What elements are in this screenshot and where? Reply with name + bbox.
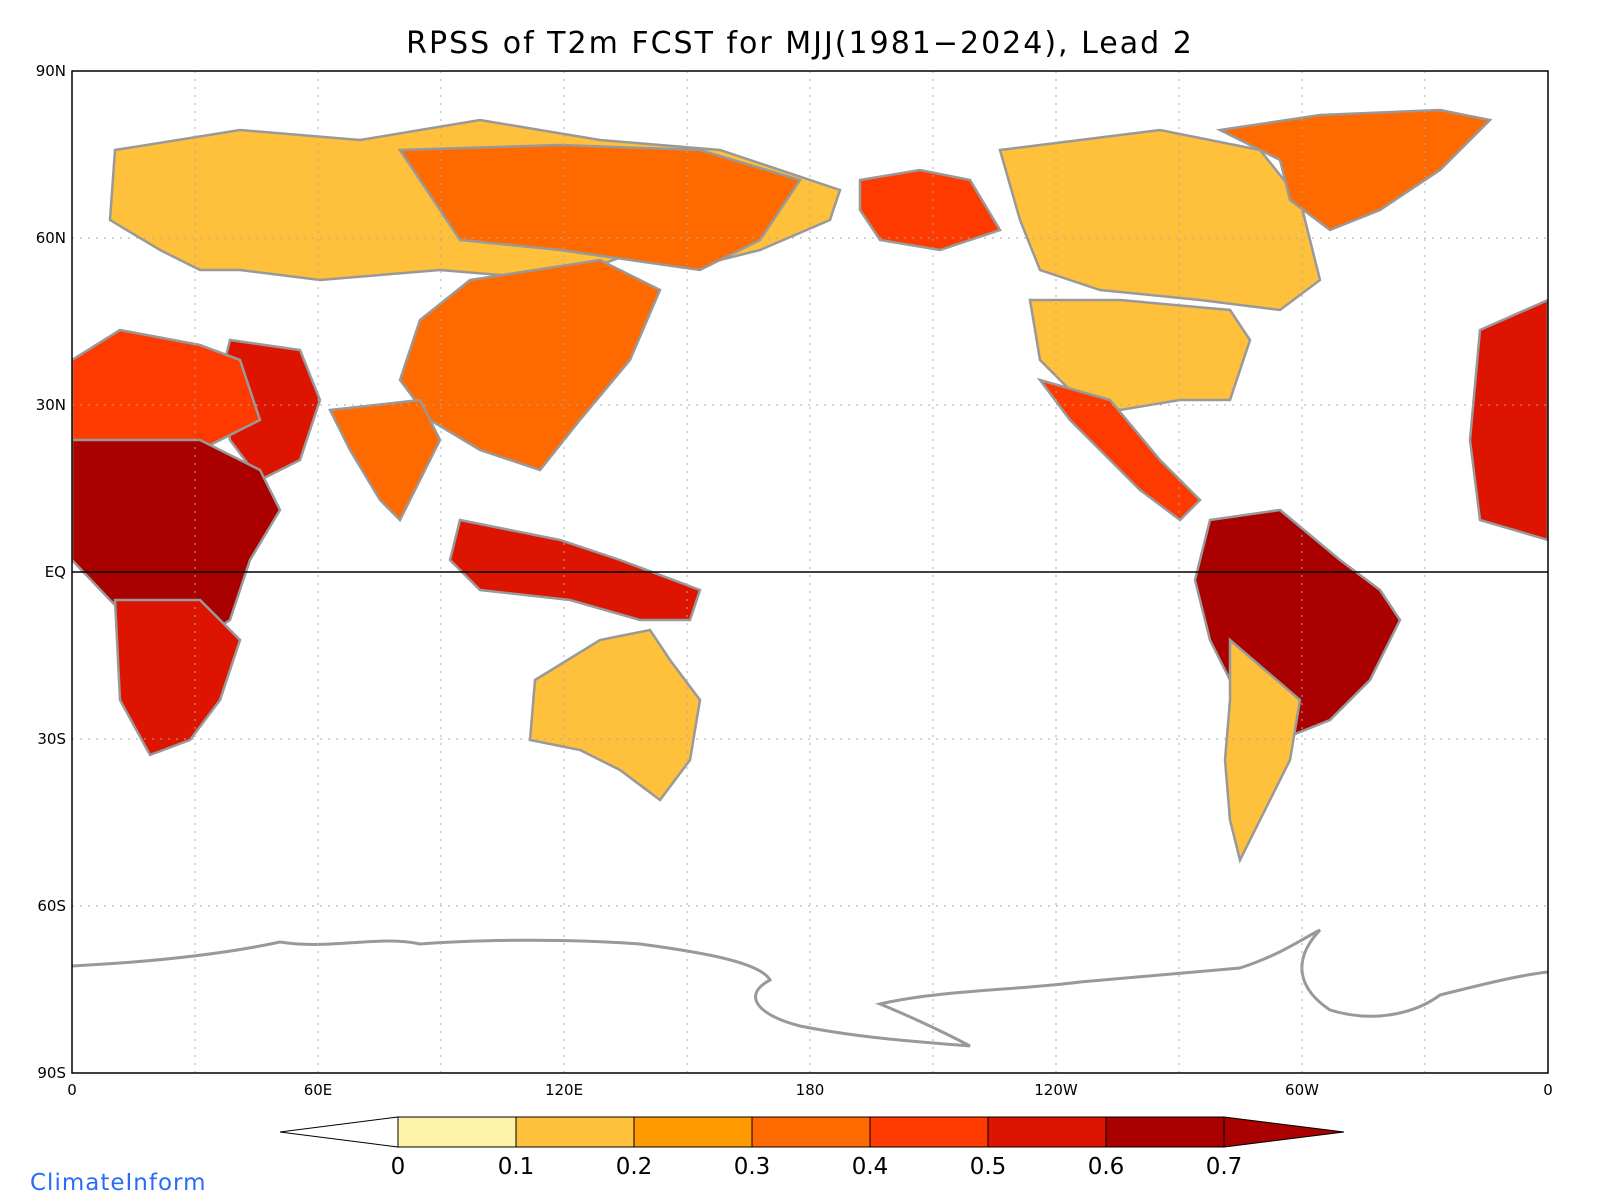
land-region [1036,377,1202,522]
colorbar-segment [633,1116,753,1148]
land-region [397,143,802,272]
colorbar-tick-label: 0.4 [852,1154,889,1180]
x-tick-label: 60E [304,1081,333,1099]
colorbar-tick-label: 0.1 [498,1154,535,1180]
x-axis-labels: 0 60E 120E 180 120W 60W 0 [67,1081,1553,1099]
y-tick-label: 60S [37,897,66,915]
land-region [998,128,1322,312]
y-tick-label: 60N [36,229,66,247]
y-tick-label: 30S [37,730,66,748]
land-region [328,398,442,523]
x-tick-label: 180 [796,1081,825,1099]
x-tick-label: 120E [545,1081,583,1099]
land-region [1215,108,1493,232]
land-region [72,438,282,642]
y-tick-label: 90S [37,1064,66,1082]
colorbar-tick-label: 0 [391,1154,406,1180]
land-regions [72,108,1548,864]
x-tick-label: 60W [1285,1081,1319,1099]
map-title: RPSS of T2m FCST for MJJ(1981−2024), Lea… [406,26,1194,61]
land-region [398,258,662,472]
colorbar-segment [515,1116,635,1148]
y-tick-label: 30N [36,396,66,414]
antarctica-coast [72,928,1548,1048]
land-region [1468,298,1548,542]
y-tick-label: 90N [36,62,66,80]
colorbar-segment [397,1116,517,1148]
credit-label: ClimateInform [30,1170,207,1196]
land-region [113,598,242,757]
y-axis-labels: 90N 60N 30N EQ 30S 60S 90S [36,62,66,1082]
antarctica-coastline [72,928,1548,1048]
land-region [1028,298,1252,412]
y-tick-label: EQ [45,563,66,581]
colorbar-low-extension [279,1116,399,1148]
colorbar-tick-label: 0.7 [1206,1154,1243,1180]
x-tick-label: 120W [1034,1081,1078,1099]
plot-frame [71,70,1549,1074]
colorbar-segment [987,1116,1107,1148]
colorbar-segment [751,1116,871,1148]
colorbar: 0 0.1 0.2 0.3 0.4 0.5 0.6 0.7 [279,1116,1345,1180]
colorbar-tick-label: 0.3 [734,1154,771,1180]
land-region [448,518,702,622]
x-tick-label: 0 [1543,1081,1553,1099]
land-region [528,628,702,802]
land-region [858,168,1002,252]
colorbar-tick-label: 0.2 [616,1154,653,1180]
x-tick-label: 0 [67,1081,77,1099]
colorbar-segment [869,1116,989,1148]
colorbar-segment [1105,1116,1225,1148]
colorbar-tick-label: 0.6 [1088,1154,1125,1180]
colorbar-tick-label: 0.5 [970,1154,1007,1180]
land-region [1223,637,1302,864]
colorbar-high-extension [1223,1116,1345,1148]
